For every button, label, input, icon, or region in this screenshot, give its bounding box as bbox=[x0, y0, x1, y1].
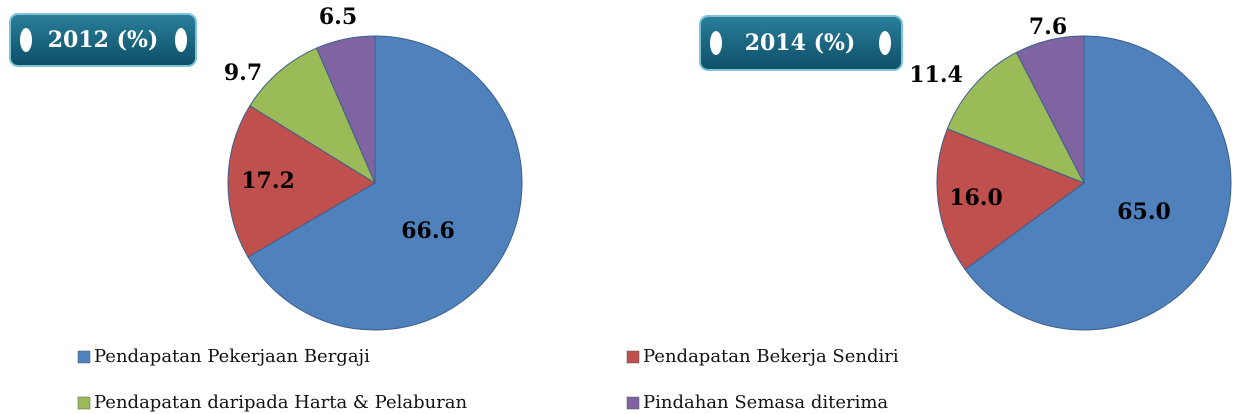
pie-slice bbox=[247, 35, 523, 331]
legend-swatch bbox=[626, 396, 640, 410]
data-label: 11.4 bbox=[909, 62, 963, 88]
chart-title: 2012 (%) bbox=[48, 27, 159, 53]
pie-slice bbox=[227, 105, 376, 258]
legend-label: Pendapatan Pekerjaan Bergaji bbox=[94, 346, 370, 367]
data-label: 65.0 bbox=[1117, 199, 1171, 225]
data-label: 7.6 bbox=[1029, 14, 1067, 40]
data-label: 66.6 bbox=[401, 218, 455, 244]
pie-slice bbox=[315, 35, 376, 184]
title-badge: 2012 (%) bbox=[9, 13, 197, 67]
legend-label: Pendapatan Bekerja Sendiri bbox=[643, 346, 899, 367]
pie-slice bbox=[936, 128, 1086, 271]
data-label: 9.7 bbox=[224, 60, 262, 86]
title-badge: 2014 (%) bbox=[699, 15, 903, 71]
legend-label: Pindahan Semasa diterima bbox=[643, 392, 888, 413]
pie-slice bbox=[249, 47, 377, 185]
pie-slice bbox=[1015, 35, 1085, 184]
pie-slice bbox=[946, 51, 1086, 184]
legend-swatch bbox=[77, 350, 91, 364]
data-label: 6.5 bbox=[319, 4, 357, 30]
legend-swatch bbox=[626, 350, 640, 364]
data-label: 17.2 bbox=[241, 168, 295, 194]
legend-swatch bbox=[77, 396, 91, 410]
legend-label: Pendapatan daripada Harta & Pelaburan bbox=[94, 392, 468, 413]
chart-title: 2014 (%) bbox=[745, 30, 856, 56]
pie-slice bbox=[964, 35, 1232, 331]
data-label: 16.0 bbox=[949, 185, 1003, 211]
